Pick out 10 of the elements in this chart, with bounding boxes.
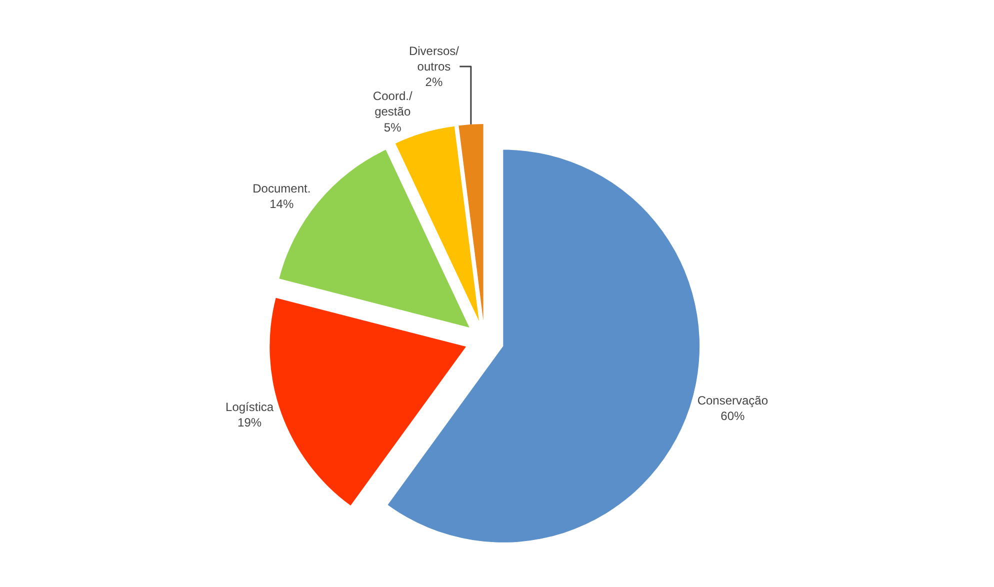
data-label: 2%	[425, 75, 443, 90]
data-label: 19%	[238, 416, 262, 430]
data-label: 60%	[720, 408, 746, 423]
slice-label: Document.	[252, 182, 311, 196]
slice-label: Coord./ gestão	[372, 89, 413, 119]
slice-label: Logística	[226, 400, 274, 414]
data-label: 14%	[270, 197, 294, 212]
slice-label: Conservação	[697, 393, 768, 408]
slice-label: Diversos/ outros	[408, 44, 460, 74]
data-label: 5%	[384, 120, 402, 134]
